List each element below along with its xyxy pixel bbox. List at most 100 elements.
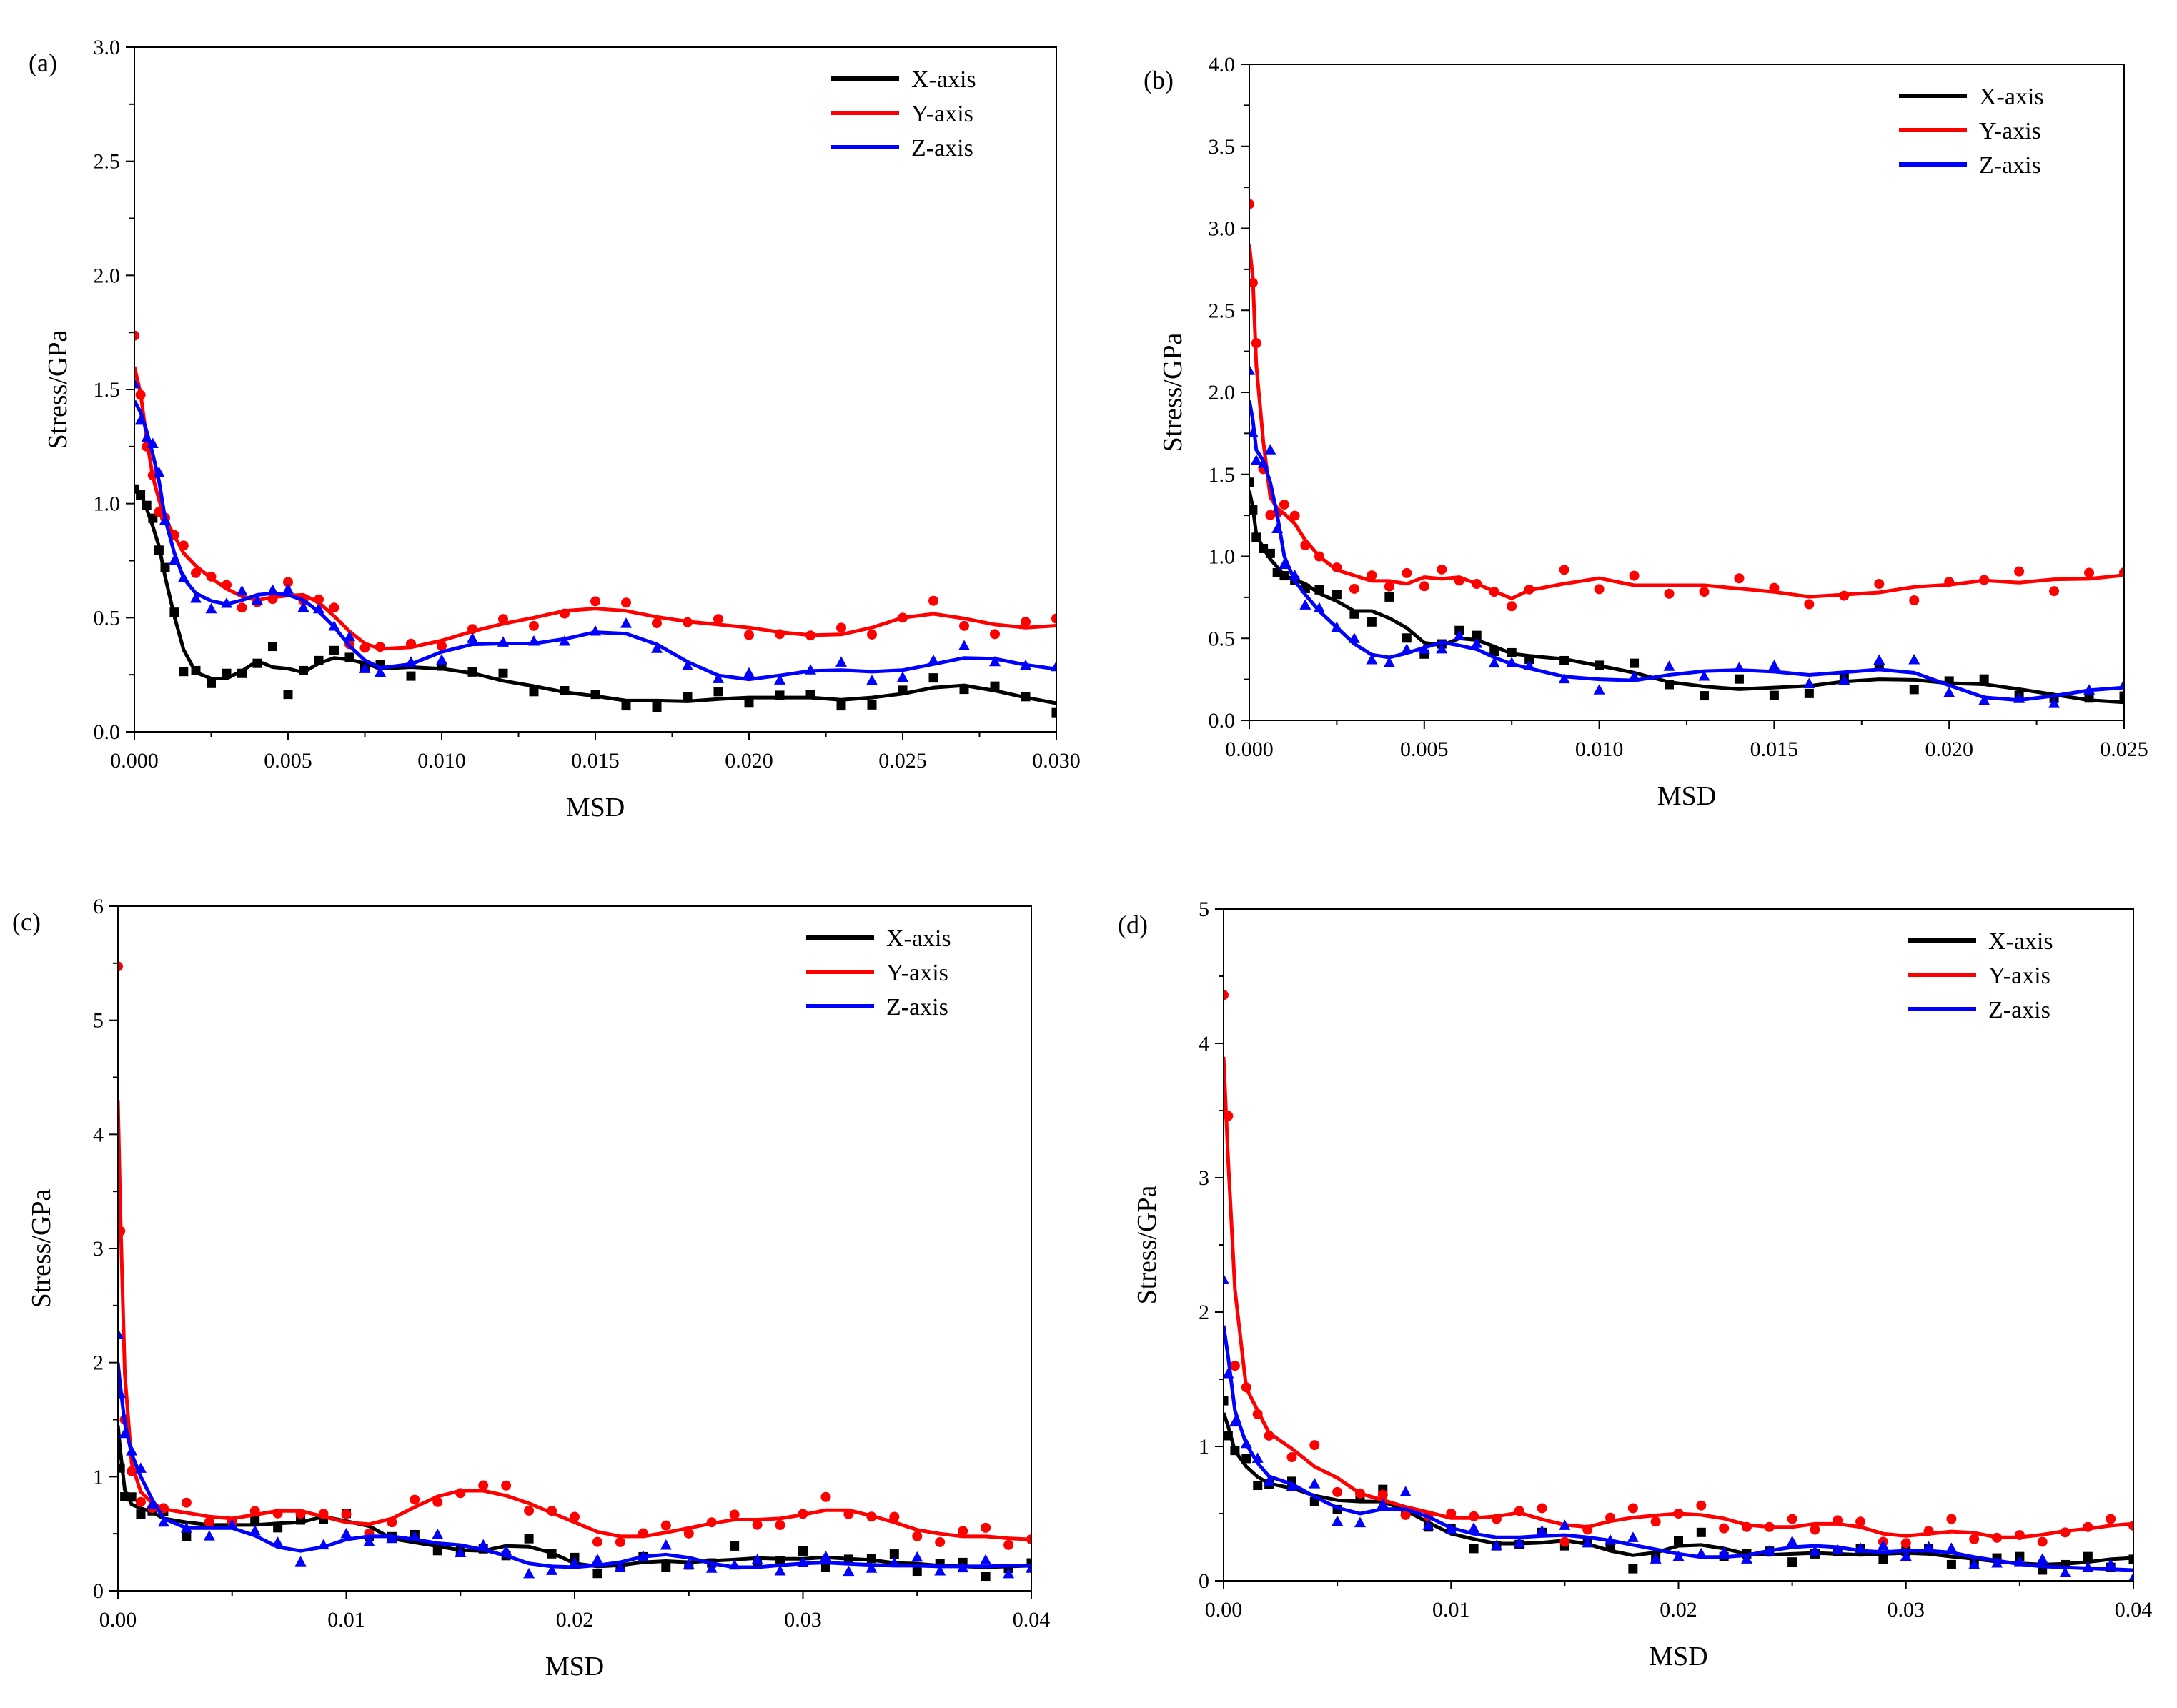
data-point-z-axis xyxy=(1803,677,1815,689)
y-axis-label: Stress/GPa xyxy=(1132,1185,1162,1304)
data-point-y-axis xyxy=(958,1526,968,1536)
data-point-z-axis xyxy=(1506,657,1518,667)
data-point-z-axis xyxy=(340,1527,352,1539)
data-point-z-axis xyxy=(477,1539,490,1550)
data-point-z-axis xyxy=(637,1550,649,1561)
data-point-x-axis xyxy=(1224,1396,1229,1406)
data-point-x-axis xyxy=(329,645,339,655)
data-point-y-axis xyxy=(898,612,908,623)
data-point-y-axis xyxy=(1605,1512,1616,1523)
x-axis-label: MSD xyxy=(1657,781,1716,811)
data-point-z-axis xyxy=(1249,364,1255,375)
data-point-y-axis xyxy=(1249,199,1254,209)
data-point-y-axis xyxy=(1900,1538,1911,1549)
data-point-z-axis xyxy=(203,1530,215,1541)
data-point-x-axis xyxy=(547,1549,557,1559)
data-point-z-axis xyxy=(455,1546,467,1557)
data-point-z-axis xyxy=(1698,670,1710,681)
data-point-x-axis xyxy=(959,685,969,695)
data-point-x-axis xyxy=(252,658,262,668)
data-point-x-axis xyxy=(1224,1431,1233,1441)
data-point-z-axis xyxy=(141,432,153,442)
data-point-x-axis xyxy=(1051,707,1056,718)
data-point-y-axis xyxy=(529,620,539,631)
data-point-z-axis xyxy=(1490,1539,1502,1551)
data-point-y-axis xyxy=(1446,1509,1457,1519)
data-point-y-axis xyxy=(154,507,164,517)
data-point-x-axis xyxy=(1021,692,1031,702)
data-point-x-axis xyxy=(283,690,293,700)
data-point-z-axis xyxy=(267,584,279,595)
data-point-z-axis xyxy=(1809,1545,1821,1556)
y-tick-label: 2 xyxy=(1199,1301,1209,1324)
data-point-z-axis xyxy=(2118,678,2124,690)
y-tick-label: 0.0 xyxy=(94,720,121,744)
y-tick-label: 2.0 xyxy=(1209,381,1236,404)
data-point-z-axis xyxy=(134,377,140,389)
data-point-y-axis xyxy=(959,620,969,631)
data-point-y-axis xyxy=(1332,562,1342,573)
data-point-z-axis xyxy=(866,1562,878,1573)
data-point-z-axis xyxy=(1523,660,1535,670)
data-point-y-axis xyxy=(1514,1506,1524,1516)
data-point-z-axis xyxy=(2059,1567,2071,1577)
data-point-y-axis xyxy=(798,1509,808,1519)
data-point-z-axis xyxy=(866,674,878,685)
data-point-x-axis xyxy=(798,1546,808,1556)
data-point-z-axis xyxy=(236,585,248,596)
data-point-y-axis xyxy=(1699,587,1710,597)
data-point-x-axis xyxy=(1665,680,1675,690)
data-point-z-axis xyxy=(805,664,816,675)
data-point-z-axis xyxy=(751,1554,763,1564)
series-y-axis xyxy=(118,961,1031,1550)
data-point-z-axis xyxy=(614,1561,626,1572)
data-point-x-axis xyxy=(661,1562,671,1572)
data-point-x-axis xyxy=(498,668,508,678)
data-point-z-axis xyxy=(1923,1541,1935,1551)
data-point-x-axis xyxy=(118,1463,125,1473)
data-point-y-axis xyxy=(1764,1521,1775,1532)
data-point-z-axis xyxy=(386,1532,398,1544)
data-point-y-axis xyxy=(752,1519,763,1530)
legend-label-z-axis: Z-axis xyxy=(1979,152,2041,179)
data-point-z-axis xyxy=(2083,684,2096,695)
x-axis-label: MSD xyxy=(545,1652,604,1682)
legend-label-y-axis: Y-axis xyxy=(911,101,973,127)
data-point-x-axis xyxy=(590,690,600,700)
data-point-x-axis xyxy=(805,690,815,700)
series-x-axis xyxy=(1224,1396,2133,1575)
data-point-y-axis xyxy=(329,602,339,613)
data-point-x-axis xyxy=(775,690,785,700)
data-point-x-axis xyxy=(1349,609,1359,619)
x-tick-label: 0.01 xyxy=(327,1608,365,1632)
x-tick-label: 0.015 xyxy=(571,749,620,773)
data-point-z-axis xyxy=(774,674,785,685)
data-point-z-axis xyxy=(297,601,309,612)
data-point-y-axis xyxy=(1559,1536,1570,1547)
data-point-x-axis xyxy=(432,1546,442,1556)
data-point-x-axis xyxy=(222,668,232,678)
data-point-y-axis xyxy=(744,630,754,640)
data-point-z-axis xyxy=(1593,684,1605,695)
data-point-z-axis xyxy=(1313,602,1325,613)
panel-label: (b) xyxy=(1144,66,1174,94)
data-point-z-axis xyxy=(1278,558,1290,569)
data-point-y-axis xyxy=(501,1480,512,1491)
series-line-z-axis xyxy=(1224,1325,2133,1572)
data-point-y-axis xyxy=(928,595,938,606)
data-point-y-axis xyxy=(1855,1516,1866,1527)
data-point-y-axis xyxy=(775,1520,785,1531)
x-tick-label: 0.020 xyxy=(1925,738,1973,761)
data-point-y-axis xyxy=(1026,1534,1031,1545)
x-tick-label: 0.030 xyxy=(1032,749,1081,773)
data-point-y-axis xyxy=(267,594,278,605)
data-point-x-axis xyxy=(299,665,308,675)
data-point-z-axis xyxy=(157,1516,169,1527)
data-point-z-axis xyxy=(1422,1519,1434,1530)
data-point-z-axis xyxy=(1832,1544,1844,1554)
data-point-y-axis xyxy=(158,1503,169,1514)
data-point-y-axis xyxy=(912,1531,923,1541)
x-tick-label: 0.00 xyxy=(99,1608,137,1632)
data-point-y-axis xyxy=(1437,564,1447,575)
data-point-y-axis xyxy=(547,1506,557,1516)
